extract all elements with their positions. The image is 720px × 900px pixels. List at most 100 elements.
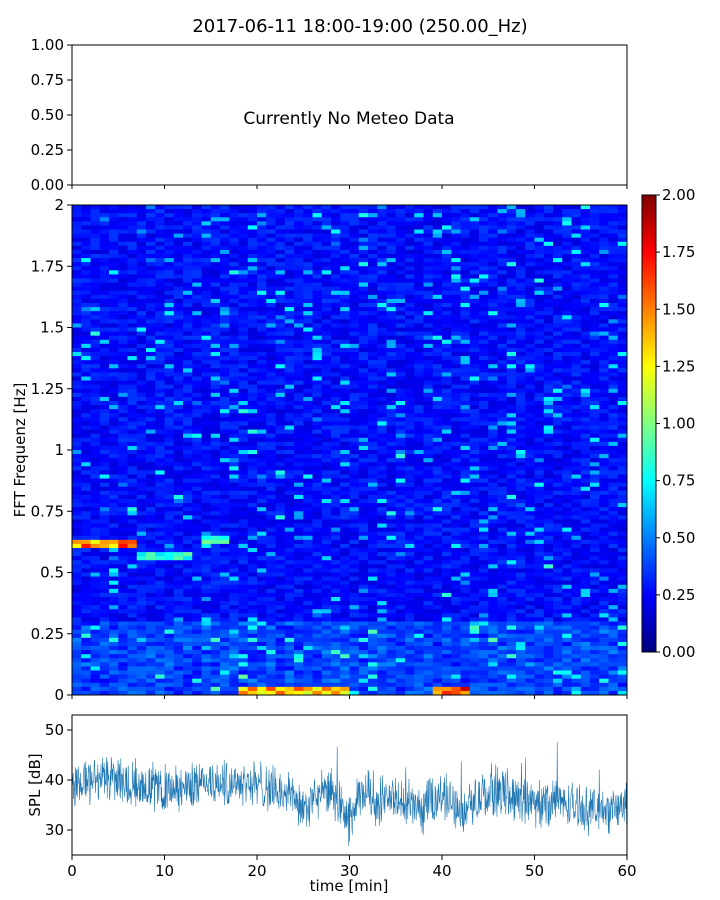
spectrogram-cell bbox=[99, 682, 110, 688]
spectrogram-cell bbox=[109, 421, 119, 426]
spectrogram-cell bbox=[432, 441, 443, 447]
spectrogram-cell bbox=[432, 478, 443, 484]
spectrogram-cell bbox=[312, 499, 323, 504]
spectrogram-cell bbox=[414, 686, 424, 692]
spectrogram-cell bbox=[72, 364, 82, 369]
spectrogram-cell bbox=[368, 221, 378, 226]
spectrogram-cell bbox=[284, 421, 295, 426]
spectrogram-cell bbox=[451, 213, 461, 218]
spectrogram-cell bbox=[127, 347, 138, 353]
spectrogram-cell bbox=[321, 364, 332, 369]
spectrogram-cell bbox=[146, 445, 156, 451]
spectrogram-cell bbox=[238, 396, 249, 402]
spectrogram-cell bbox=[109, 376, 119, 381]
spectrogram-cell bbox=[247, 588, 258, 594]
spectrogram-cell bbox=[127, 429, 138, 435]
spectrogram-cell bbox=[368, 654, 378, 659]
spectrogram-cell bbox=[284, 433, 295, 439]
spectrogram-cell bbox=[127, 588, 138, 594]
spectrogram-cell bbox=[275, 580, 286, 586]
spectrogram-cell bbox=[247, 568, 258, 573]
chart-title: 2017-06-11 18:00-19:00 (250.00_Hz) bbox=[192, 16, 527, 37]
spectrogram-cell bbox=[90, 315, 101, 320]
spectrogram-cell bbox=[312, 552, 323, 557]
spectrogram-cell bbox=[201, 421, 212, 426]
spectrogram-cell bbox=[432, 462, 443, 467]
spectrogram-cell bbox=[284, 213, 295, 218]
spectrogram-cell bbox=[377, 527, 387, 533]
spectrogram-cell bbox=[118, 323, 128, 328]
spectrogram-cell bbox=[442, 511, 452, 516]
spectrogram-cell bbox=[72, 552, 82, 557]
spectrogram-cell bbox=[247, 409, 258, 414]
spectrogram-cell bbox=[238, 666, 249, 671]
spectrogram-cell bbox=[173, 421, 184, 426]
spectrogram-cell bbox=[192, 433, 202, 439]
spectrogram-cell bbox=[247, 417, 258, 422]
spectrogram-cell bbox=[395, 515, 406, 520]
spectrogram-cell bbox=[266, 674, 276, 680]
spectrogram-cell bbox=[72, 654, 82, 659]
spectrogram-cell bbox=[303, 352, 313, 357]
spectrogram-cell bbox=[192, 633, 202, 639]
spectrogram-cell bbox=[321, 486, 332, 492]
spectrogram-cell bbox=[312, 233, 323, 239]
spectrogram-cell bbox=[72, 629, 82, 635]
spectrogram-cell bbox=[442, 580, 452, 586]
spectrogram-cell bbox=[294, 621, 304, 626]
spectrogram-cell bbox=[81, 352, 91, 357]
spectrogram-cell bbox=[136, 392, 147, 398]
spectrogram-cell bbox=[358, 270, 369, 275]
spectrogram-cell bbox=[284, 552, 295, 557]
spectrogram-cell bbox=[127, 221, 138, 226]
spectrogram-cell bbox=[155, 254, 165, 259]
spectrogram-cell bbox=[146, 531, 156, 537]
spectrogram-cell bbox=[173, 580, 184, 586]
spectrogram-cell bbox=[164, 601, 175, 606]
spectrogram-cell bbox=[303, 543, 313, 549]
spectrogram-cell bbox=[349, 637, 360, 643]
spectrogram-cell bbox=[331, 576, 341, 582]
spectrogram-cell bbox=[220, 356, 230, 361]
spectrogram-cell bbox=[284, 352, 295, 357]
spectrogram-cell bbox=[155, 327, 165, 332]
spectrogram-cell bbox=[312, 274, 323, 279]
spectrogram-cell bbox=[331, 609, 341, 614]
spectrogram-cell bbox=[109, 237, 119, 243]
spectrogram-cell bbox=[395, 494, 406, 500]
spectrogram-cell bbox=[155, 421, 165, 426]
spectrogram-cell bbox=[377, 425, 387, 430]
spectrogram-cell bbox=[377, 286, 387, 292]
spectrogram-cell bbox=[358, 576, 369, 582]
spectrogram-cell bbox=[183, 507, 193, 512]
spectrogram-cell bbox=[257, 229, 267, 234]
spectrogram-cell bbox=[81, 221, 91, 226]
spectrogram-cell bbox=[331, 307, 341, 312]
spectrogram-cell bbox=[173, 396, 184, 402]
spectrogram-cell bbox=[442, 507, 452, 512]
spectrogram-cell bbox=[146, 429, 156, 435]
spectrogram-cell bbox=[136, 245, 147, 251]
spectrogram-cell bbox=[266, 254, 276, 259]
spectrogram-cell bbox=[321, 254, 332, 259]
spectrogram-cell bbox=[90, 462, 101, 467]
spectrogram-cell bbox=[72, 445, 82, 451]
spectrogram-cell bbox=[368, 413, 378, 418]
spectrogram-cell bbox=[99, 552, 110, 557]
spectrogram-cell bbox=[155, 450, 165, 455]
spectrogram-cell bbox=[312, 217, 323, 222]
spectrogram-cell bbox=[312, 560, 323, 565]
spectrogram-cell bbox=[349, 507, 360, 512]
spectrogram-cell bbox=[192, 576, 202, 582]
spectrogram-cell bbox=[386, 274, 397, 279]
spectrogram-cell bbox=[312, 425, 323, 430]
spectrogram-cell bbox=[294, 633, 304, 639]
spectrogram-cell bbox=[247, 347, 258, 353]
spectrogram-cell bbox=[118, 380, 128, 386]
spectrogram-cell bbox=[386, 646, 397, 651]
spectrogram-cell bbox=[127, 294, 138, 300]
spectrogram-cell bbox=[118, 621, 128, 626]
spectrogram-cell bbox=[155, 511, 165, 516]
spectrogram-cell bbox=[164, 352, 175, 357]
spectrogram-cell bbox=[164, 335, 175, 341]
